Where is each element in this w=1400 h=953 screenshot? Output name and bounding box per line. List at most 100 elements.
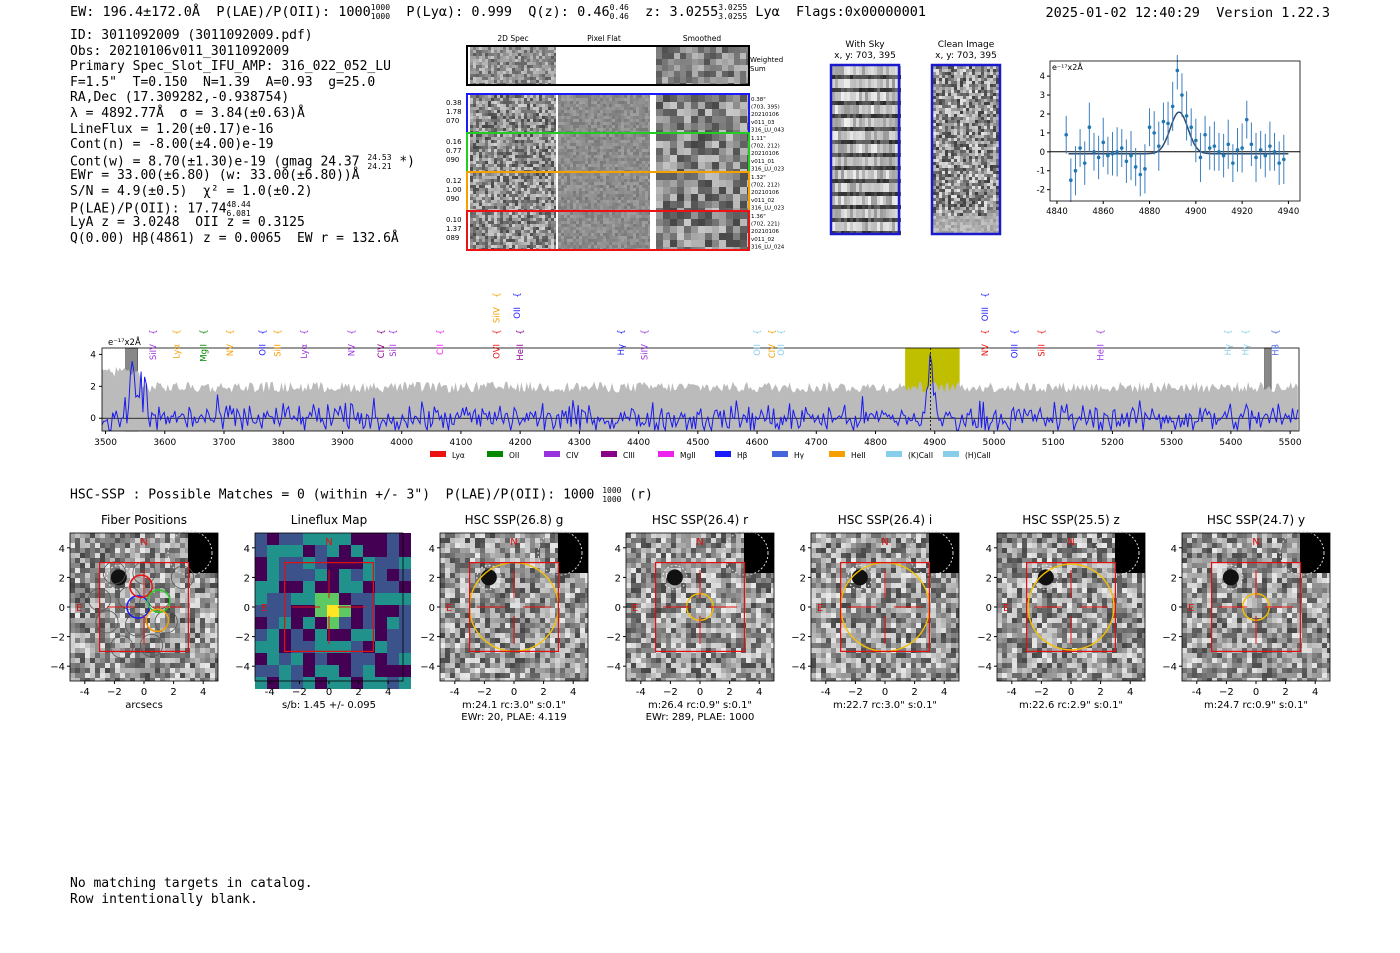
pixel: [972, 90, 975, 93]
pixel: [521, 47, 524, 50]
pixel: [564, 167, 567, 170]
pixel: [996, 90, 999, 93]
pixel: [579, 233, 582, 236]
pixel: [639, 107, 642, 110]
pixel: [573, 113, 576, 116]
pixel: [978, 84, 981, 87]
pixel: [558, 191, 561, 194]
pixel: [533, 170, 536, 171]
sky-pixel: [862, 153, 865, 157]
pixel: [642, 203, 645, 206]
pixel: [677, 194, 684, 201]
pixel: [470, 221, 473, 224]
pixel: [600, 104, 603, 107]
pixel: [521, 116, 524, 119]
pixel: [506, 98, 509, 101]
pixel: [719, 208, 726, 210]
pixel: [670, 201, 677, 208]
pixel: [981, 114, 984, 117]
pixel: [542, 200, 545, 203]
pixel: [582, 188, 585, 191]
pixel: [945, 87, 948, 90]
pixel: [630, 98, 633, 101]
pixel: [993, 81, 996, 84]
row-smoothed: [656, 173, 748, 210]
pixel: [494, 248, 497, 249]
pixel: [663, 187, 670, 194]
pixel: [503, 203, 506, 206]
pixel: [488, 248, 491, 249]
pixel: [518, 47, 521, 50]
pixel: [594, 248, 597, 249]
pixel: [518, 185, 521, 188]
pixel: [618, 167, 621, 170]
pixel: [515, 122, 518, 125]
pixel: [479, 53, 482, 56]
pixel: [554, 128, 556, 131]
pixel: [579, 158, 582, 161]
pixel: [594, 149, 597, 152]
pixel: [503, 128, 506, 131]
pixel: [494, 233, 497, 236]
pixel: [719, 219, 726, 226]
sky-pixel: [868, 183, 871, 192]
pixel: [656, 109, 663, 116]
pixel: [933, 102, 936, 105]
pixel: [603, 134, 606, 137]
pixel: [963, 87, 966, 90]
with-sky-title: With Sky: [845, 40, 885, 50]
pixel: [500, 107, 503, 110]
pixel: [570, 218, 573, 221]
pixel: [488, 122, 491, 125]
pixel: [512, 125, 515, 128]
pixel: [512, 209, 515, 210]
pixel: [579, 116, 582, 119]
pixel: [539, 176, 542, 179]
pixel: [597, 95, 600, 98]
pixel: [470, 113, 473, 116]
sky-pixel: [844, 144, 847, 153]
pixel: [545, 110, 548, 113]
pixel: [630, 203, 633, 206]
pixel: [542, 203, 545, 206]
sky-pixel: [844, 218, 847, 222]
pixel: [636, 170, 639, 171]
pixel: [558, 164, 561, 167]
pixel: [485, 212, 488, 215]
pixel: [570, 176, 573, 179]
pixel: [524, 221, 527, 224]
pixel: [485, 143, 488, 146]
pixel: [506, 131, 509, 132]
pixel: [648, 221, 650, 224]
sky-pixel: [883, 75, 886, 79]
pixel: [963, 102, 966, 105]
pixel: [633, 128, 636, 131]
pixel: [515, 101, 518, 104]
pixel: [615, 152, 618, 155]
pixel: [542, 119, 545, 122]
pixel: [473, 170, 476, 171]
pixel: [630, 200, 633, 203]
pixel: [670, 116, 677, 123]
pixel: [642, 209, 645, 210]
pixel: [473, 71, 476, 74]
pixel: [978, 75, 981, 78]
pixel: [494, 74, 497, 77]
pixel: [645, 140, 648, 143]
row-right-label: 20210106: [751, 151, 779, 157]
sky-pixel: [862, 114, 865, 118]
pixel: [521, 59, 524, 62]
pixel: [630, 143, 633, 146]
pixel: [500, 212, 503, 215]
pixel: [582, 164, 585, 167]
pixel: [539, 191, 542, 194]
pixel: [945, 78, 948, 81]
pixel: [512, 161, 515, 164]
pixel: [470, 107, 473, 110]
pixel: [570, 242, 573, 245]
pixel: [639, 179, 642, 182]
pixel: [627, 176, 630, 179]
pixel: [479, 149, 482, 152]
pixel: [506, 83, 509, 84]
sky-pixel: [859, 183, 862, 192]
